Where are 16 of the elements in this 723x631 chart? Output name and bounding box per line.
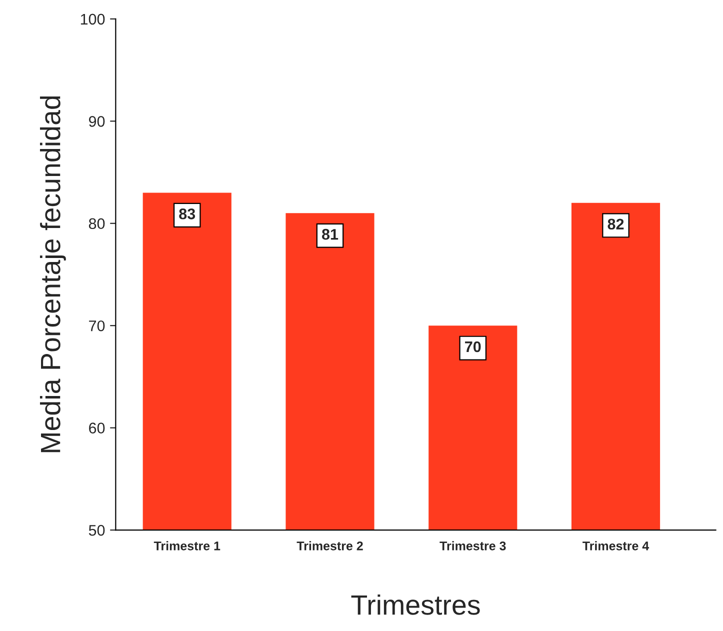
- y-axis-title: Media Porcentaje fecundidad: [40, 96, 66, 452]
- x-tick-label: Trimestre 4: [582, 541, 650, 550]
- y-tick-label: 80: [88, 218, 105, 230]
- y-tick-label: 60: [89, 422, 105, 434]
- x-tick-label: Trimestre 2: [296, 541, 363, 550]
- y-tick-label: 50: [88, 524, 105, 536]
- y-tick-label: 70: [89, 320, 105, 332]
- data-label: 81: [322, 228, 338, 240]
- x-tick-label: Trimestre 3: [440, 541, 506, 550]
- x-tick-label: Trimestre 1: [154, 541, 220, 550]
- data-label: 83: [179, 208, 196, 220]
- data-label: 70: [465, 341, 481, 352]
- y-tick-label: 100: [80, 14, 105, 25]
- y-tick-label: 90: [88, 116, 105, 127]
- data-label: 82: [608, 218, 624, 230]
- x-axis-title: Trimestres: [351, 594, 480, 615]
